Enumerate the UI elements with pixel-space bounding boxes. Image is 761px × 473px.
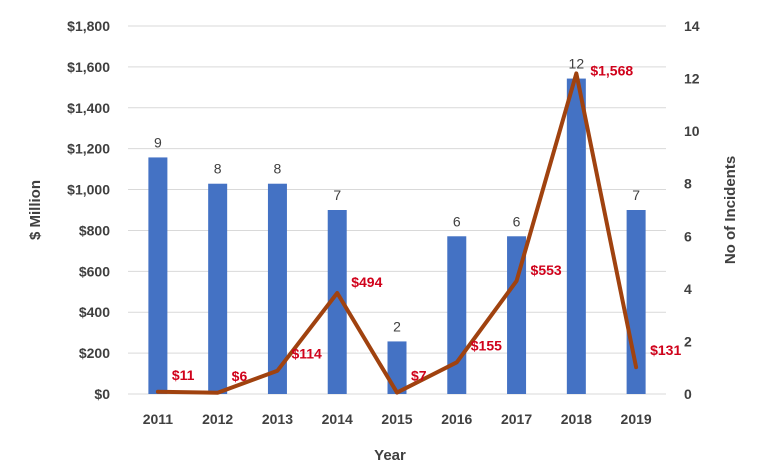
right-axis-title: No of Incidents bbox=[722, 156, 739, 264]
right-tick-label: 8 bbox=[684, 176, 692, 192]
cost-value-label: $6 bbox=[232, 368, 248, 384]
x-axis-title: Year bbox=[374, 447, 406, 464]
x-tick-label: 2015 bbox=[381, 411, 412, 427]
bar-value-label: 6 bbox=[453, 213, 461, 229]
bar-value-label: 7 bbox=[632, 187, 640, 203]
left-tick-label: $400 bbox=[79, 304, 110, 320]
cost-value-label: $131 bbox=[650, 342, 681, 358]
x-axis-ticks: 2011 2012 2013 2014 2015 2016 2017 2018 2019 bbox=[143, 411, 652, 427]
bar-value-label: 6 bbox=[513, 213, 521, 229]
left-tick-label: $1,800 bbox=[67, 18, 110, 34]
bar bbox=[387, 341, 407, 394]
left-tick-label: $600 bbox=[79, 263, 110, 279]
cost-value-label: $155 bbox=[471, 337, 502, 353]
bar-value-label: 9 bbox=[154, 134, 162, 150]
left-axis-ticks: $0 $200 $400 $600 $800 $1,000 $1,200 $1,400 $1,6… bbox=[67, 18, 110, 402]
cost-line bbox=[155, 71, 639, 395]
cost-data-labels: $11 $6 $114 $494 $7 $155 $553 $1,568 $131 bbox=[172, 62, 682, 383]
x-tick-label: 2013 bbox=[262, 411, 293, 427]
left-tick-label: $1,600 bbox=[67, 59, 110, 75]
right-tick-label: 0 bbox=[684, 386, 692, 402]
cost-value-label: $11 bbox=[172, 367, 195, 383]
bar-data-labels: 9 8 8 7 2 6 6 12 7 bbox=[154, 56, 640, 335]
right-tick-label: 10 bbox=[684, 123, 700, 139]
x-tick-label: 2014 bbox=[322, 411, 353, 427]
cost-value-label: $1,568 bbox=[590, 62, 633, 78]
bar-value-label: 12 bbox=[569, 56, 585, 72]
x-tick-label: 2012 bbox=[202, 411, 233, 427]
bar bbox=[148, 157, 168, 394]
right-tick-label: 14 bbox=[684, 18, 700, 34]
bar-series bbox=[148, 78, 646, 395]
x-tick-label: 2016 bbox=[441, 411, 472, 427]
x-tick-label: 2019 bbox=[621, 411, 652, 427]
right-tick-label: 4 bbox=[684, 281, 692, 297]
bar bbox=[267, 183, 287, 394]
bar-value-label: 8 bbox=[214, 161, 222, 177]
cost-value-label: $494 bbox=[351, 274, 382, 290]
cost-value-label: $7 bbox=[411, 368, 427, 384]
left-tick-label: $200 bbox=[79, 345, 110, 361]
bar bbox=[447, 236, 467, 394]
cost-value-label: $114 bbox=[291, 346, 322, 362]
left-tick-label: $800 bbox=[79, 222, 110, 238]
bar bbox=[327, 210, 347, 394]
bar-value-label: 2 bbox=[393, 318, 401, 334]
left-tick-label: $1,200 bbox=[67, 141, 110, 157]
bar bbox=[566, 78, 586, 395]
left-tick-label: $1,000 bbox=[67, 182, 110, 198]
bar bbox=[208, 183, 228, 394]
x-tick-label: 2017 bbox=[501, 411, 532, 427]
left-tick-label: $0 bbox=[94, 386, 110, 402]
bar bbox=[507, 236, 527, 394]
right-tick-label: 6 bbox=[684, 228, 692, 244]
right-tick-label: 12 bbox=[684, 71, 700, 87]
right-axis-ticks: 0 2 4 6 8 10 12 14 bbox=[684, 18, 700, 402]
right-tick-label: 2 bbox=[684, 333, 692, 349]
cost-value-label: $553 bbox=[531, 262, 562, 278]
bar-value-label: 8 bbox=[274, 161, 282, 177]
bar-value-label: 7 bbox=[333, 187, 341, 203]
left-axis-title: $ Million bbox=[27, 180, 44, 240]
x-tick-label: 2018 bbox=[561, 411, 592, 427]
left-tick-label: $1,400 bbox=[67, 100, 110, 116]
x-tick-label: 2011 bbox=[143, 411, 174, 427]
